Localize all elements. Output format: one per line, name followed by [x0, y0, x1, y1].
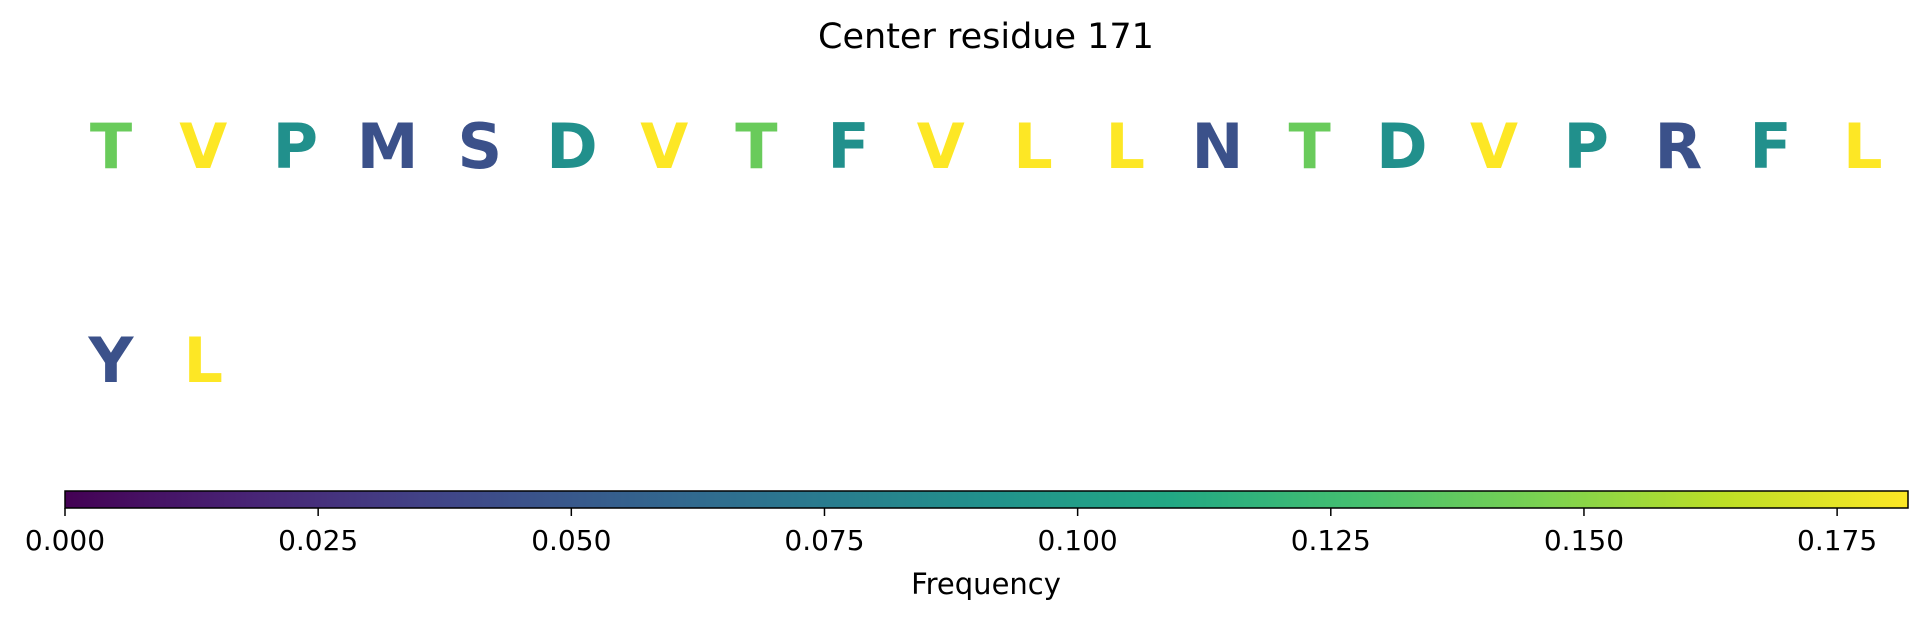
- residue-letter-22: L: [183, 324, 223, 397]
- residue-letter-9: F: [827, 110, 869, 183]
- colorbar-tick-label: 0.050: [531, 524, 611, 557]
- residue-letter-7: V: [640, 110, 688, 183]
- colorbar-tick-label: 0.075: [784, 524, 864, 557]
- colorbar-tick-label: 0.175: [1797, 524, 1877, 557]
- residue-letter-8: T: [735, 110, 777, 183]
- colorbar-tick-label: 0.000: [25, 524, 105, 557]
- residue-letter-13: N: [1191, 110, 1243, 183]
- colorbar-tick-label: 0.100: [1038, 524, 1118, 557]
- residue-letter-2: V: [179, 110, 227, 183]
- colorbar-tick-label: 0.150: [1544, 524, 1624, 557]
- residue-letter-6: D: [546, 110, 597, 183]
- residue-letter-12: L: [1105, 110, 1145, 183]
- chart-title: Center residue 171: [818, 17, 1154, 57]
- residue-letter-1: T: [90, 110, 132, 183]
- residue-letter-10: V: [917, 110, 965, 183]
- colorbar-gradient: [64, 490, 1909, 509]
- colorbar: 0.000 0.025 0.050 0.075 0.100 0.125 0.150 0.175…: [25, 490, 1909, 601]
- residue-letter-20: L: [1843, 110, 1883, 183]
- residue-letters: T V P M S D V T F V L L N T D V P R F LY L: [88, 110, 1883, 397]
- residue-letter-16: V: [1470, 110, 1518, 183]
- colorbar-label: Frequency: [911, 567, 1061, 601]
- residue-letter-5: S: [457, 110, 502, 183]
- colorbar-tick-label: 0.025: [278, 524, 358, 557]
- residue-letter-14: T: [1288, 110, 1330, 183]
- residue-letter-3: P: [273, 110, 318, 183]
- residue-letter-4: M: [357, 110, 419, 183]
- residue-letter-17: P: [1563, 110, 1608, 183]
- residue-letter-15: D: [1376, 110, 1427, 183]
- colorbar-tick-label: 0.125: [1291, 524, 1371, 557]
- residue-letter-18: R: [1655, 110, 1703, 183]
- residue-letter-21: Y: [88, 324, 135, 397]
- colorbar-ticks: 0.000 0.025 0.050 0.075 0.100 0.125 0.150 0.175: [25, 508, 1877, 557]
- residue-letter-11: L: [1013, 110, 1053, 183]
- residue-letter-19: F: [1749, 110, 1791, 183]
